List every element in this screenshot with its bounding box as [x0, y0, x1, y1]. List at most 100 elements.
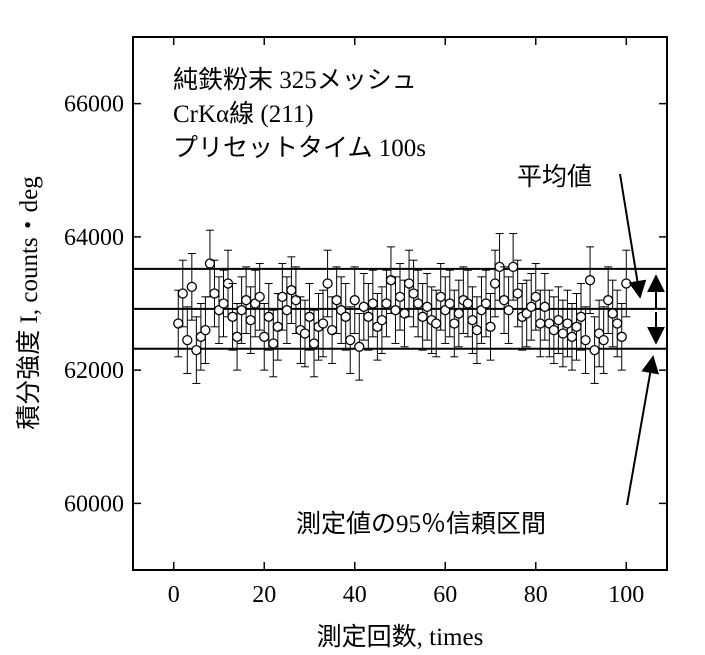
data-point — [530, 263, 541, 331]
y-tick-label: 64000 — [64, 225, 124, 251]
point-marker — [381, 298, 392, 309]
point-marker — [240, 295, 252, 306]
data-point — [512, 259, 523, 328]
point-marker — [616, 331, 627, 342]
data-point — [521, 279, 532, 348]
x-tick-label: 20 — [252, 582, 276, 608]
point-marker — [299, 328, 311, 339]
data-point — [317, 289, 329, 358]
data-point — [250, 269, 261, 338]
data-point — [507, 233, 519, 301]
data-point — [544, 289, 555, 358]
data-point — [503, 276, 514, 344]
point-marker — [367, 298, 378, 309]
point-marker — [182, 334, 193, 346]
point-marker — [304, 311, 315, 322]
data-point — [462, 269, 474, 338]
x-tick-label: 80 — [524, 582, 548, 608]
point-marker — [621, 278, 632, 289]
data-point — [200, 296, 211, 364]
x-axis-title: 測定回数, times — [317, 623, 484, 651]
data-point — [354, 312, 365, 381]
data-point — [440, 276, 451, 344]
mean-label: 平均値 — [517, 163, 592, 191]
data-point — [376, 286, 388, 354]
point-marker — [498, 295, 510, 306]
point-marker — [453, 308, 464, 319]
data-point — [263, 283, 274, 351]
point-marker — [354, 341, 365, 352]
data-point — [326, 296, 338, 364]
point-marker — [417, 311, 428, 322]
point-marker — [412, 298, 424, 309]
data-point — [593, 299, 605, 368]
data-point — [204, 229, 216, 298]
point-marker — [358, 301, 369, 312]
point-marker — [575, 311, 587, 322]
data-point — [607, 279, 618, 348]
point-marker — [259, 331, 270, 342]
data-point — [566, 303, 578, 371]
point-marker — [607, 308, 618, 319]
point-marker — [535, 318, 546, 329]
point-marker — [467, 315, 478, 326]
data-point — [562, 289, 573, 358]
data-point — [498, 266, 510, 334]
data-point — [589, 316, 600, 384]
data-point — [535, 289, 546, 358]
data-point — [390, 276, 401, 344]
point-marker — [236, 305, 247, 316]
point-marker — [286, 285, 297, 296]
data-point — [191, 316, 202, 384]
point-marker — [394, 291, 406, 302]
point-marker — [345, 334, 356, 346]
point-marker — [507, 261, 519, 273]
point-marker — [268, 338, 279, 349]
ci-label: 測定値の95％信頼区間 — [296, 510, 546, 538]
point-marker — [390, 305, 401, 316]
plot-frame — [132, 36, 668, 571]
point-marker — [231, 331, 243, 342]
point-marker — [580, 334, 591, 346]
point-marker — [584, 275, 596, 286]
data-point — [322, 249, 333, 318]
point-marker — [435, 291, 446, 302]
data-point — [485, 293, 496, 361]
point-marker — [431, 318, 442, 329]
data-point — [494, 233, 505, 301]
data-point — [186, 253, 197, 321]
point-marker — [317, 318, 329, 329]
point-marker — [589, 344, 600, 356]
point-marker — [489, 278, 501, 289]
data-point — [575, 283, 587, 351]
point-marker — [557, 328, 569, 339]
point-marker — [322, 278, 333, 289]
data-point — [394, 263, 406, 331]
x-tick-label: 100 — [608, 582, 644, 608]
data-point — [471, 296, 483, 364]
data-point — [598, 306, 609, 374]
point-marker — [227, 311, 238, 322]
data-point — [349, 266, 360, 334]
data-point — [173, 289, 184, 358]
data-point — [385, 246, 397, 314]
data-point — [272, 293, 283, 361]
point-marker — [277, 291, 288, 302]
data-point — [399, 279, 410, 348]
data-point — [539, 273, 550, 341]
data-point — [422, 273, 433, 341]
point-marker — [485, 321, 496, 332]
radiation-label: CrKα線 (211) — [173, 100, 314, 128]
data-point — [182, 306, 193, 374]
data-point — [431, 289, 442, 358]
point-marker — [408, 288, 419, 299]
data-point — [489, 249, 501, 318]
point-marker — [340, 311, 351, 322]
data-point — [195, 303, 207, 371]
y-axis-title: 積分強度 I, counts・deg — [15, 176, 43, 430]
data-point — [381, 269, 392, 338]
data-point — [584, 246, 596, 314]
point-marker — [566, 331, 578, 342]
data-point — [254, 263, 265, 331]
